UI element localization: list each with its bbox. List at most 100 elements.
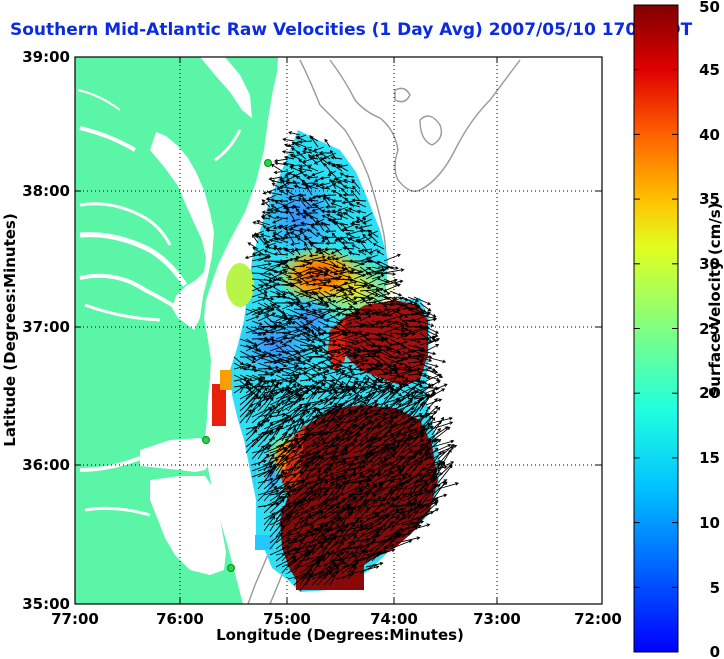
velocity-vector bbox=[314, 248, 325, 254]
velocity-vector bbox=[287, 542, 308, 562]
colorbar-tick-label: 40 bbox=[699, 126, 720, 144]
velocity-vector bbox=[317, 447, 340, 460]
velocity-vector bbox=[353, 352, 372, 358]
velocity-vector bbox=[365, 499, 378, 514]
velocity-vector bbox=[383, 397, 399, 418]
velocity-vector bbox=[263, 277, 283, 286]
velocity-vector bbox=[425, 497, 439, 508]
velocity-vector bbox=[311, 355, 331, 360]
y-tick-label: 39:00 bbox=[22, 48, 70, 66]
velocity-vector bbox=[359, 297, 372, 304]
velocity-vector bbox=[407, 362, 424, 370]
velocity-vector bbox=[347, 374, 360, 381]
velocity-vector bbox=[329, 314, 343, 323]
velocity-vector bbox=[354, 225, 367, 232]
velocity-vector bbox=[353, 532, 365, 544]
velocity-vector bbox=[401, 399, 422, 418]
orange-patch-1 bbox=[275, 245, 365, 305]
coastal-block-1 bbox=[212, 384, 226, 426]
velocity-vector bbox=[419, 499, 439, 514]
river-3 bbox=[79, 202, 172, 246]
velocity-vector bbox=[359, 229, 373, 233]
velocity-vector bbox=[316, 232, 325, 238]
velocity-vector bbox=[251, 320, 263, 326]
velocity-vector bbox=[329, 275, 343, 280]
velocity-vector bbox=[275, 308, 287, 316]
velocity-vector bbox=[377, 489, 392, 508]
velocity-vector bbox=[359, 256, 373, 262]
velocity-vector bbox=[395, 442, 410, 460]
velocity-vector bbox=[358, 239, 367, 250]
velocity-vector bbox=[281, 272, 293, 279]
velocity-vector bbox=[263, 378, 277, 400]
velocity-vector bbox=[293, 464, 310, 484]
velocity-vector bbox=[347, 524, 360, 538]
velocity-vector bbox=[323, 247, 337, 251]
velocity-vector bbox=[298, 167, 313, 172]
velocity-vector bbox=[353, 499, 367, 520]
velocity-vector bbox=[269, 270, 288, 280]
albemarle-sound bbox=[140, 438, 212, 472]
velocity-vector bbox=[275, 480, 290, 502]
map-plot-area bbox=[75, 57, 602, 604]
velocity-vector bbox=[359, 266, 373, 276]
velocity-vector bbox=[269, 392, 295, 406]
velocity-vector bbox=[317, 453, 336, 466]
velocity-vector bbox=[281, 428, 297, 448]
velocity-vector bbox=[335, 272, 352, 279]
velocity-vector bbox=[263, 443, 286, 454]
velocity-vector bbox=[299, 357, 313, 364]
velocity-vector bbox=[425, 344, 440, 352]
velocity-vector bbox=[365, 496, 382, 508]
velocity-vector bbox=[302, 198, 313, 208]
velocity-vector bbox=[401, 472, 423, 484]
velocity-vector bbox=[251, 430, 269, 448]
velocity-vector bbox=[275, 419, 287, 436]
x-tick-label: 74:00 bbox=[370, 610, 418, 628]
velocity-vector bbox=[335, 443, 356, 454]
velocity-vector bbox=[299, 573, 313, 592]
velocity-vector bbox=[335, 444, 348, 460]
velocity-vector bbox=[281, 357, 302, 364]
velocity-vector bbox=[401, 416, 412, 430]
cyan-square bbox=[255, 535, 273, 550]
velocity-vector bbox=[334, 177, 349, 184]
velocity-vector bbox=[371, 545, 388, 562]
velocity-vector bbox=[365, 547, 379, 562]
velocity-vector bbox=[359, 284, 372, 290]
velocity-vector bbox=[313, 146, 325, 152]
velocity-vector bbox=[309, 214, 319, 226]
velocity-vector bbox=[323, 364, 335, 370]
velocity-vector bbox=[425, 426, 449, 442]
velocity-vector bbox=[353, 464, 365, 478]
velocity-vector bbox=[353, 416, 369, 430]
velocity-vector bbox=[365, 350, 382, 358]
velocity-vector bbox=[323, 517, 343, 532]
velocity-vector bbox=[281, 419, 295, 442]
velocity-vector bbox=[275, 524, 285, 538]
velocity-vector bbox=[317, 464, 334, 478]
velocity-vector bbox=[293, 450, 310, 466]
velocity-vector bbox=[317, 505, 341, 520]
colorbar-tick-label: 10 bbox=[699, 514, 720, 532]
velocity-vector bbox=[269, 494, 292, 508]
velocity-vector bbox=[323, 266, 338, 276]
velocity-vector bbox=[323, 424, 341, 442]
velocity-vector bbox=[263, 419, 285, 430]
velocity-vector bbox=[299, 441, 317, 454]
velocity-vector bbox=[323, 535, 339, 544]
velocity-vector bbox=[311, 343, 327, 352]
velocity-vector bbox=[371, 485, 382, 502]
velocity-vector bbox=[383, 509, 400, 526]
velocity-vector bbox=[275, 389, 300, 400]
velocity-vector bbox=[377, 479, 395, 496]
velocity-vector bbox=[287, 451, 305, 460]
velocity-vector bbox=[245, 437, 259, 454]
velocity-vector bbox=[419, 438, 436, 460]
velocity-vector bbox=[359, 553, 380, 568]
velocity-vector bbox=[407, 459, 419, 472]
velocity-vector bbox=[329, 570, 339, 586]
velocity-vector bbox=[323, 573, 335, 586]
velocity-vector bbox=[342, 193, 355, 197]
velocity-vector bbox=[251, 297, 266, 304]
